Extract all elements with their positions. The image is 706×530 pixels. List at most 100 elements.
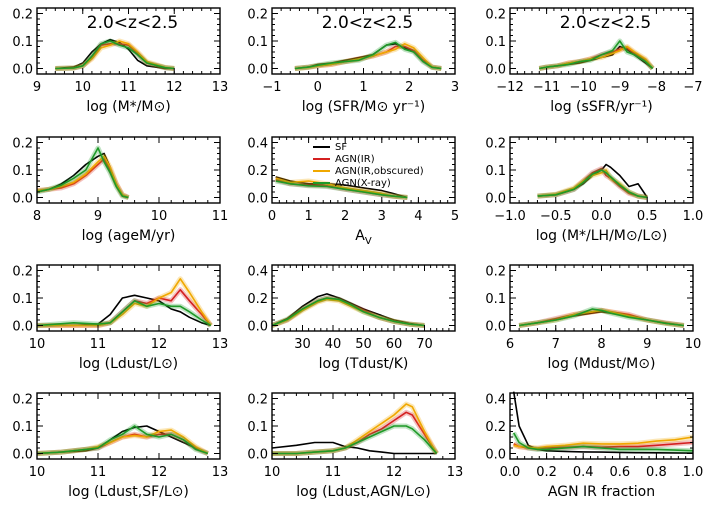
- y-tick-label: 0.2: [485, 420, 506, 435]
- x-tick-label: 0.2: [536, 465, 557, 480]
- y-tick-label: 0.0: [12, 63, 33, 78]
- series-line-AGN(X-ray): [513, 432, 694, 452]
- panel-title: 2.0<z<2.5: [322, 13, 413, 33]
- x-axis-label: log (Tdust/K): [319, 356, 409, 372]
- y-tick-label: 0.1: [485, 292, 506, 307]
- legend-label-AGN(IR,obscured): AGN(IR,obscured): [335, 166, 424, 177]
- x-tick-label: 11: [212, 209, 229, 224]
- x-tick-label: −7: [683, 80, 702, 95]
- y-tick-label: 0.0: [12, 320, 33, 335]
- x-tick-label: 7: [552, 337, 560, 352]
- series-line-AGN(X-ray): [275, 180, 408, 199]
- y-tick-label: 0.1: [485, 164, 506, 179]
- x-tick-label: 1: [359, 80, 367, 95]
- x-tick-label: −1: [262, 80, 281, 95]
- x-tick-label: −9: [610, 80, 629, 95]
- series-line-SF: [271, 293, 425, 327]
- series-envelope-AGN(X-ray): [55, 38, 175, 71]
- series-line-AGN(X-ray): [294, 41, 442, 70]
- x-axis-label: AGN IR fraction: [548, 484, 655, 500]
- series-line-AGN(X-ray): [272, 425, 438, 455]
- y-tick-label: 0.0: [485, 192, 506, 207]
- x-tick-label: 12: [151, 337, 168, 352]
- x-tick-label: −1.0: [494, 209, 526, 224]
- y-tick-label: 0.2: [485, 137, 506, 152]
- series-line-AGN(X-ray): [55, 40, 175, 70]
- series-line-AGN(X-ray): [537, 169, 648, 199]
- x-tick-label: 6: [506, 337, 514, 352]
- y-tick-label: 0.2: [12, 8, 33, 23]
- x-tick-label: 60: [386, 337, 403, 352]
- x-tick-label: 0.0: [500, 465, 521, 480]
- x-tick-label: 40: [325, 337, 342, 352]
- x-tick-label: 0.5: [637, 209, 658, 224]
- series-envelope-AGN(X-ray): [518, 306, 685, 328]
- x-tick-label: 13: [447, 465, 464, 480]
- x-tick-label: 9: [643, 337, 651, 352]
- x-tick-label: 10: [685, 337, 702, 352]
- x-tick-label: −8: [647, 80, 666, 95]
- series-line-SF: [271, 441, 437, 455]
- x-tick-label: 0: [268, 209, 276, 224]
- panel-12: 0.0 0.2 0.4 0.6 0.8 1.0 0.0 0.2 0.4 AGN IR fracti…: [485, 391, 703, 500]
- panel-2: −1 0 1 2 3 0.0 0.1 0.2 log (SFR/M⊙ yr⁻¹) 2.0<z<2.…: [247, 7, 459, 115]
- x-tick-label: 2: [405, 80, 413, 95]
- y-tick-label: 0.0: [485, 63, 506, 78]
- series-line-AGN(X-ray): [36, 147, 129, 199]
- legend-label-SF: SF: [335, 142, 347, 153]
- x-tick-label: 12: [386, 465, 403, 480]
- x-tick-label: −12: [496, 80, 523, 95]
- x-tick-label: 11: [90, 465, 107, 480]
- x-tick-label: 30: [294, 337, 311, 352]
- x-axis-label: log (Mdust/M⊙): [548, 356, 656, 372]
- x-tick-label: 0: [314, 80, 322, 95]
- x-tick-label: 10: [264, 465, 281, 480]
- y-tick-label: 0.2: [247, 8, 268, 23]
- y-tick-label: 0.1: [12, 420, 33, 435]
- series-line-SF: [36, 425, 209, 455]
- x-tick-label: 1.0: [683, 209, 704, 224]
- series-line-AGN(X-ray): [271, 297, 425, 327]
- series-envelope-AGN(X-ray): [36, 298, 213, 328]
- x-tick-label: 11: [90, 337, 107, 352]
- x-tick-label: 10: [74, 80, 91, 95]
- legend-label-AGN(X-ray): AGN(X-ray): [335, 178, 391, 189]
- x-tick-label: 10: [29, 465, 46, 480]
- y-tick-label: 0.2: [247, 164, 268, 179]
- panel-title: 2.0<z<2.5: [87, 13, 178, 33]
- y-tick-label: 0.0: [247, 63, 268, 78]
- x-tick-label: 1: [304, 209, 312, 224]
- x-axis-label: log (SFR/M⊙ yr⁻¹): [302, 99, 425, 115]
- y-tick-label: 0.0: [247, 320, 268, 335]
- series-line-AGN(X-ray): [518, 308, 684, 327]
- series-line-SF: [55, 38, 175, 70]
- x-tick-label: 50: [355, 337, 372, 352]
- x-tick-label: 13: [212, 465, 229, 480]
- panel-9: 6 7 8 9 10 0.0 0.1 0.2 log (Mdust/M⊙): [485, 264, 702, 372]
- panel-3: −12 −11 −10 −9 −8 −7 0.0 0.1 0.2 log (sSFR/yr⁻¹) 2…: [485, 7, 703, 115]
- x-tick-label: 0.4: [573, 465, 594, 480]
- series-line-AGN(IR,obscured): [36, 155, 129, 199]
- x-axis-label: log (sSFR/yr⁻¹): [550, 99, 652, 115]
- panel-1: 9 10 11 12 13 0.0 0.1 0.2 log (M*/M⊙) 2.0<z<2.5: [12, 7, 228, 115]
- x-tick-label: 11: [325, 465, 342, 480]
- series-line-AGN(IR,obscured): [37, 277, 212, 327]
- x-tick-label: 9: [33, 80, 41, 95]
- y-tick-label: 0.1: [485, 35, 506, 50]
- y-tick-label: 0.4: [247, 137, 268, 152]
- x-axis-label: log (M*/M⊙): [86, 99, 170, 115]
- series-envelope-AGN(X-ray): [271, 295, 425, 328]
- panel-10: 10 11 12 13 0.0 0.1 0.2 log (Ldust,SF/L⊙): [12, 392, 229, 500]
- y-tick-label: 0.2: [247, 292, 268, 307]
- x-axis-label: log (Ldust,AGN/L⊙): [296, 484, 430, 500]
- x-tick-label: 9: [94, 209, 102, 224]
- y-tick-label: 0.1: [12, 164, 33, 179]
- x-tick-label: 8: [597, 337, 605, 352]
- legend-label-AGN(IR): AGN(IR): [335, 154, 375, 165]
- x-tick-label: 12: [151, 465, 168, 480]
- x-tick-label: −0.5: [540, 209, 572, 224]
- panel-6: −1.0 −0.5 0.0 0.5 1.0 0.0 0.1 0.2 log (M*/LH/M⊙/…: [485, 136, 704, 244]
- y-tick-label: 0.0: [485, 320, 506, 335]
- x-tick-label: 4: [414, 209, 422, 224]
- y-tick-label: 0.0: [12, 448, 33, 463]
